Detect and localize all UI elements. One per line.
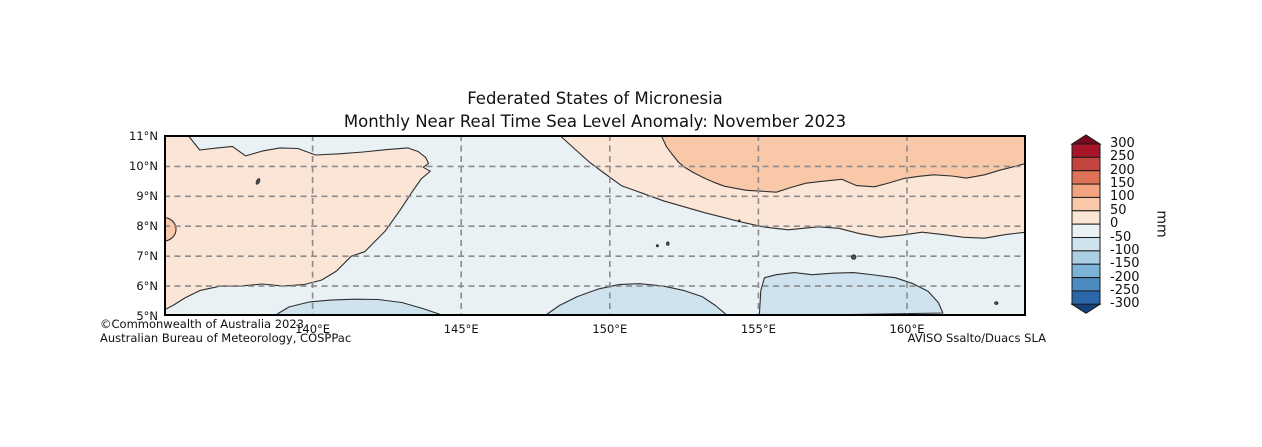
lat-tick-label: 10°N — [129, 158, 158, 173]
colorbar-tick-label: 100 — [1110, 189, 1135, 205]
contour-region-northeast-50-100 — [660, 135, 1026, 193]
colorbar-tick-label: -250 — [1110, 282, 1140, 298]
map-plot — [164, 135, 1026, 316]
island-dot — [850, 254, 857, 260]
lon-tick-label: 140°E — [295, 322, 331, 336]
lat-tick-label: 7°N — [136, 248, 158, 263]
contour-region-west-50-100 — [164, 216, 177, 242]
colorbar-segment — [1071, 263, 1101, 279]
copyright-text: ©Commonwealth of Australia 2023 — [100, 316, 305, 331]
colorbar-segment — [1071, 183, 1101, 198]
colorbar-tick-label: 300 — [1110, 136, 1135, 151]
colorbar-tick-label: 50 — [1110, 202, 1127, 218]
colorbar-segment — [1071, 223, 1101, 239]
colorbar-segment — [1071, 237, 1101, 252]
colorbar-tick-label: 150 — [1110, 176, 1135, 192]
chart-title-line2: Monthly Near Real Time Sea Level Anomaly… — [343, 112, 847, 131]
island-dot — [255, 178, 261, 185]
lat-tick-label: 11°N — [129, 128, 158, 143]
lon-tick-label: 160°E — [889, 322, 925, 336]
colorbar-segment — [1071, 277, 1101, 292]
colorbar-tick-label: 0 — [1110, 216, 1119, 232]
colorbar-tick-label: -200 — [1110, 269, 1140, 285]
island-dot — [994, 301, 999, 305]
agency-text: Australian Bureau of Meteorology, COSPPa… — [100, 330, 352, 345]
colorbar-tick-label: 250 — [1110, 149, 1135, 165]
colorbar-segment — [1071, 290, 1101, 305]
colorbar-extend-above-arrow — [1070, 134, 1102, 145]
colorbar-segment — [1071, 170, 1101, 185]
chart-title-line1: Federated States of Micronesia — [467, 89, 723, 108]
colorbar-tick-label: -150 — [1110, 256, 1140, 272]
island-dot — [737, 219, 741, 223]
island-dots — [255, 178, 999, 305]
lon-tick-label: 145°E — [443, 322, 479, 336]
lon-tick-label: 155°E — [740, 322, 776, 336]
island-dot — [666, 241, 670, 246]
island-dot — [655, 244, 659, 248]
colorbar-segment — [1071, 196, 1101, 212]
data-source-text: AVISO Ssalto/Duacs SLA — [907, 330, 1046, 345]
graticule-gridlines — [164, 135, 1026, 316]
colorbar — [1070, 134, 1102, 314]
colorbar-segment — [1071, 210, 1101, 225]
map-frame — [164, 135, 1026, 316]
lat-tick-label: 8°N — [136, 218, 158, 233]
lat-tick-label: 5°N — [136, 308, 158, 323]
lon-tick-label: 150°E — [592, 322, 628, 336]
colorbar-unit-label: mm — [1153, 210, 1170, 238]
colorbar-extend-below-arrow — [1070, 303, 1102, 314]
contour-region-south-central-neg100-50 — [543, 283, 728, 316]
colorbar-segment — [1071, 156, 1101, 172]
colorbar-segment — [1071, 143, 1101, 158]
colorbar-segment — [1071, 250, 1101, 265]
colorbar-tick-label: -100 — [1110, 242, 1140, 258]
colorbar-tick-label: -300 — [1110, 296, 1140, 312]
colorbar-tick-label: 200 — [1110, 162, 1135, 178]
chart-title: Federated States of Micronesia Monthly N… — [164, 87, 1026, 133]
lat-tick-label: 9°N — [136, 188, 158, 203]
contour-region-south-east-neg100-50 — [758, 272, 944, 316]
colorbar-tick-label: -50 — [1110, 229, 1132, 245]
lat-tick-label: 6°N — [136, 278, 158, 293]
